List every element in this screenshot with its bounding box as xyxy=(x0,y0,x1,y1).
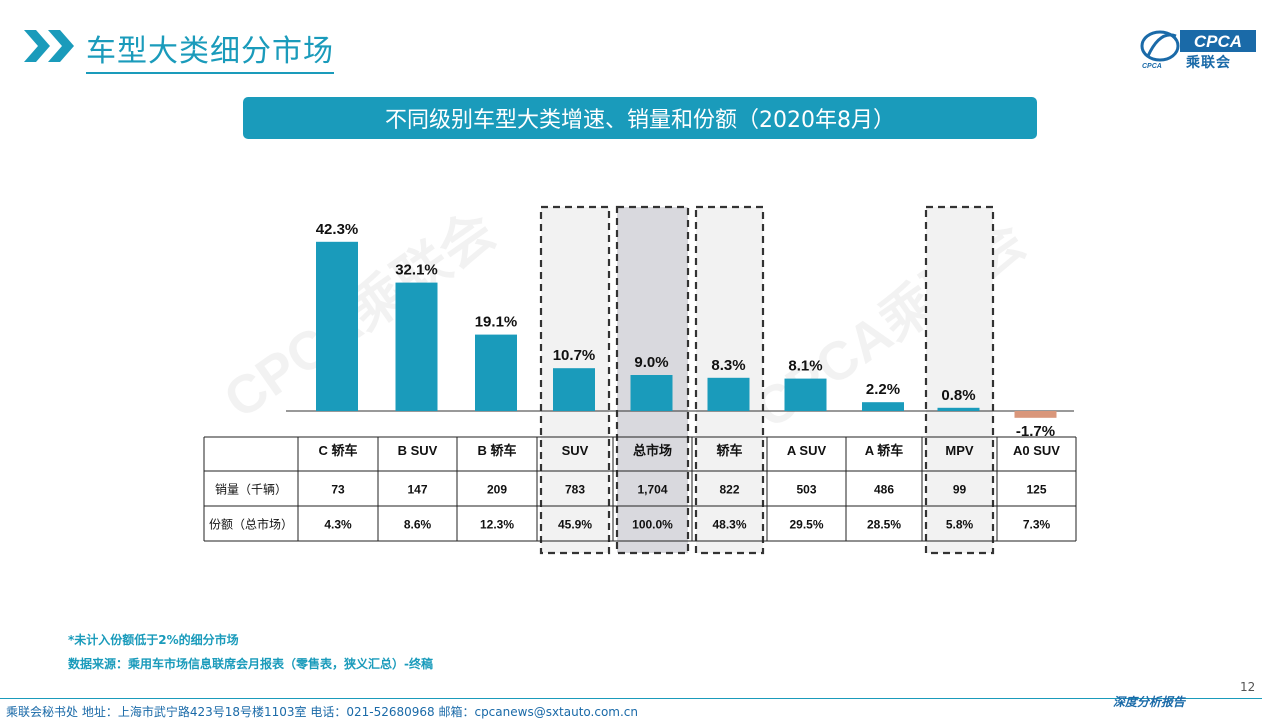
bar-value-label-3: 10.7% xyxy=(553,347,596,364)
table-cell-0-0: 73 xyxy=(331,483,345,497)
bar-value-label-1: 32.1% xyxy=(395,262,438,279)
footer-divider xyxy=(0,698,1262,699)
table-cell-1-5: 48.3% xyxy=(712,518,746,532)
table-category-0: C 轿车 xyxy=(318,443,357,458)
page-title: 车型大类细分市场 xyxy=(86,26,334,74)
logo-mark-text: CPCA xyxy=(1194,32,1242,51)
table-category-8: MPV xyxy=(945,443,974,458)
title-chevron-icon xyxy=(24,30,74,62)
bar-1 xyxy=(395,282,438,411)
footer-contact: 乘联会秘书处 地址：上海市武宁路423号18号楼1103室 电话：021-526… xyxy=(6,705,639,719)
table-category-4: 总市场 xyxy=(633,443,672,458)
table-cell-0-3: 783 xyxy=(565,483,585,497)
table-category-5: 轿车 xyxy=(716,443,742,458)
bar-value-label-9: -1.7% xyxy=(1016,423,1055,440)
bar-3 xyxy=(553,368,595,411)
table-cell-1-0: 4.3% xyxy=(324,518,352,532)
bar-6 xyxy=(784,378,827,411)
table-cell-1-4: 100.0% xyxy=(632,518,673,532)
bar-7 xyxy=(862,402,904,411)
chart-banner-title: 不同级别车型大类增速、销量和份额（2020年8月） xyxy=(243,97,1037,139)
bar-value-label-8: 0.8% xyxy=(941,387,975,404)
table-cell-0-8: 99 xyxy=(953,483,967,497)
table-cell-1-3: 45.9% xyxy=(558,518,592,532)
page-number: 12 xyxy=(1240,680,1256,694)
bar-value-label-0: 42.3% xyxy=(316,221,359,238)
report-label: 深度分析报告 xyxy=(1113,695,1186,709)
bar-5 xyxy=(707,377,750,411)
bar-0 xyxy=(316,241,358,411)
watermark-1: CPCA乘联会 xyxy=(213,200,505,430)
table-cell-1-1: 8.6% xyxy=(404,518,432,532)
cpca-logo: CPCA CPCA xyxy=(1140,30,1256,70)
table-cell-0-7: 486 xyxy=(874,483,894,497)
bar-value-label-5: 8.3% xyxy=(711,357,745,374)
bar-value-label-4: 9.0% xyxy=(634,354,668,371)
bar-8 xyxy=(937,407,980,411)
table-category-3: SUV xyxy=(562,443,589,458)
table-category-7: A 轿车 xyxy=(865,443,904,458)
footnote-share: *未计入份额低于2%的细分市场 xyxy=(68,633,239,647)
highlight-box-8 xyxy=(924,205,995,555)
table-cell-0-9: 125 xyxy=(1026,483,1046,497)
bar-value-label-6: 8.1% xyxy=(788,358,822,375)
table-row-label-0: 销量（千辆） xyxy=(215,483,287,497)
table-cell-0-5: 822 xyxy=(719,483,739,497)
table-cell-0-1: 147 xyxy=(407,483,427,497)
logo-label: 乘联会 xyxy=(1186,55,1231,71)
table-cell-1-6: 29.5% xyxy=(789,518,823,532)
table-cell-1-9: 7.3% xyxy=(1023,518,1051,532)
table-cell-0-4: 1,704 xyxy=(637,483,667,497)
logo-sub-text: CPCA xyxy=(1142,63,1162,70)
table-cell-0-6: 503 xyxy=(796,483,816,497)
table-category-2: B 轿车 xyxy=(477,443,516,458)
bar-value-label-2: 19.1% xyxy=(475,314,518,331)
table-cell-1-2: 12.3% xyxy=(480,518,514,532)
table-category-1: B SUV xyxy=(398,443,438,458)
table-cell-0-2: 209 xyxy=(487,483,507,497)
bar-9 xyxy=(1014,411,1057,418)
table-row-label-1: 份额（总市场） xyxy=(209,517,293,532)
table-category-9: A0 SUV xyxy=(1013,443,1060,458)
bar-4 xyxy=(630,375,673,411)
table-category-6: A SUV xyxy=(787,443,827,458)
bar-value-label-7: 2.2% xyxy=(866,381,900,398)
table-cell-1-8: 5.8% xyxy=(946,518,974,532)
footnote-source: 数据来源：乘用车市场信息联席会月报表（零售表，狭义汇总）-终稿 xyxy=(68,657,433,671)
table-cell-1-7: 28.5% xyxy=(867,518,901,532)
bar-2 xyxy=(475,334,517,411)
